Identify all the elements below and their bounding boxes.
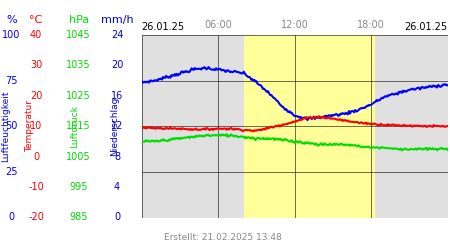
Text: 0: 0 (114, 212, 120, 222)
Text: Erstellt: 21.02.2025 13:48: Erstellt: 21.02.2025 13:48 (164, 234, 282, 242)
Text: mm/h: mm/h (101, 15, 133, 25)
Text: %: % (6, 15, 17, 25)
Text: Temperatur: Temperatur (25, 100, 34, 152)
Text: 16: 16 (111, 91, 123, 101)
Text: 26.01.25: 26.01.25 (142, 22, 185, 32)
Text: 75: 75 (5, 76, 18, 86)
Text: 100: 100 (2, 30, 20, 40)
Text: 40: 40 (30, 30, 42, 40)
Text: -10: -10 (28, 182, 44, 192)
Text: 1035: 1035 (67, 60, 91, 70)
Text: 20: 20 (30, 91, 42, 101)
Text: 0: 0 (8, 212, 14, 222)
Text: Luftdruck: Luftdruck (70, 105, 79, 148)
Text: 50: 50 (5, 121, 18, 131)
Text: 1015: 1015 (67, 121, 91, 131)
Text: hPa: hPa (68, 15, 89, 25)
Text: 8: 8 (114, 152, 120, 162)
Text: 20: 20 (111, 60, 123, 70)
Text: 26.01.25: 26.01.25 (405, 22, 448, 32)
Text: 10: 10 (30, 121, 42, 131)
Text: 1025: 1025 (67, 91, 91, 101)
Text: 4: 4 (114, 182, 120, 192)
Text: 30: 30 (30, 60, 42, 70)
Text: °C: °C (29, 15, 43, 25)
Text: Luftfeuchtigkeit: Luftfeuchtigkeit (1, 90, 10, 162)
Text: Niederschlag: Niederschlag (110, 96, 119, 156)
Text: 995: 995 (69, 182, 88, 192)
Text: 0: 0 (33, 152, 39, 162)
Text: 1005: 1005 (67, 152, 91, 162)
Text: -20: -20 (28, 212, 44, 222)
Text: 25: 25 (5, 167, 18, 177)
Text: 985: 985 (69, 212, 88, 222)
Text: 24: 24 (111, 30, 123, 40)
Text: 1045: 1045 (67, 30, 91, 40)
Text: 12: 12 (111, 121, 123, 131)
Bar (244, 35, 375, 218)
